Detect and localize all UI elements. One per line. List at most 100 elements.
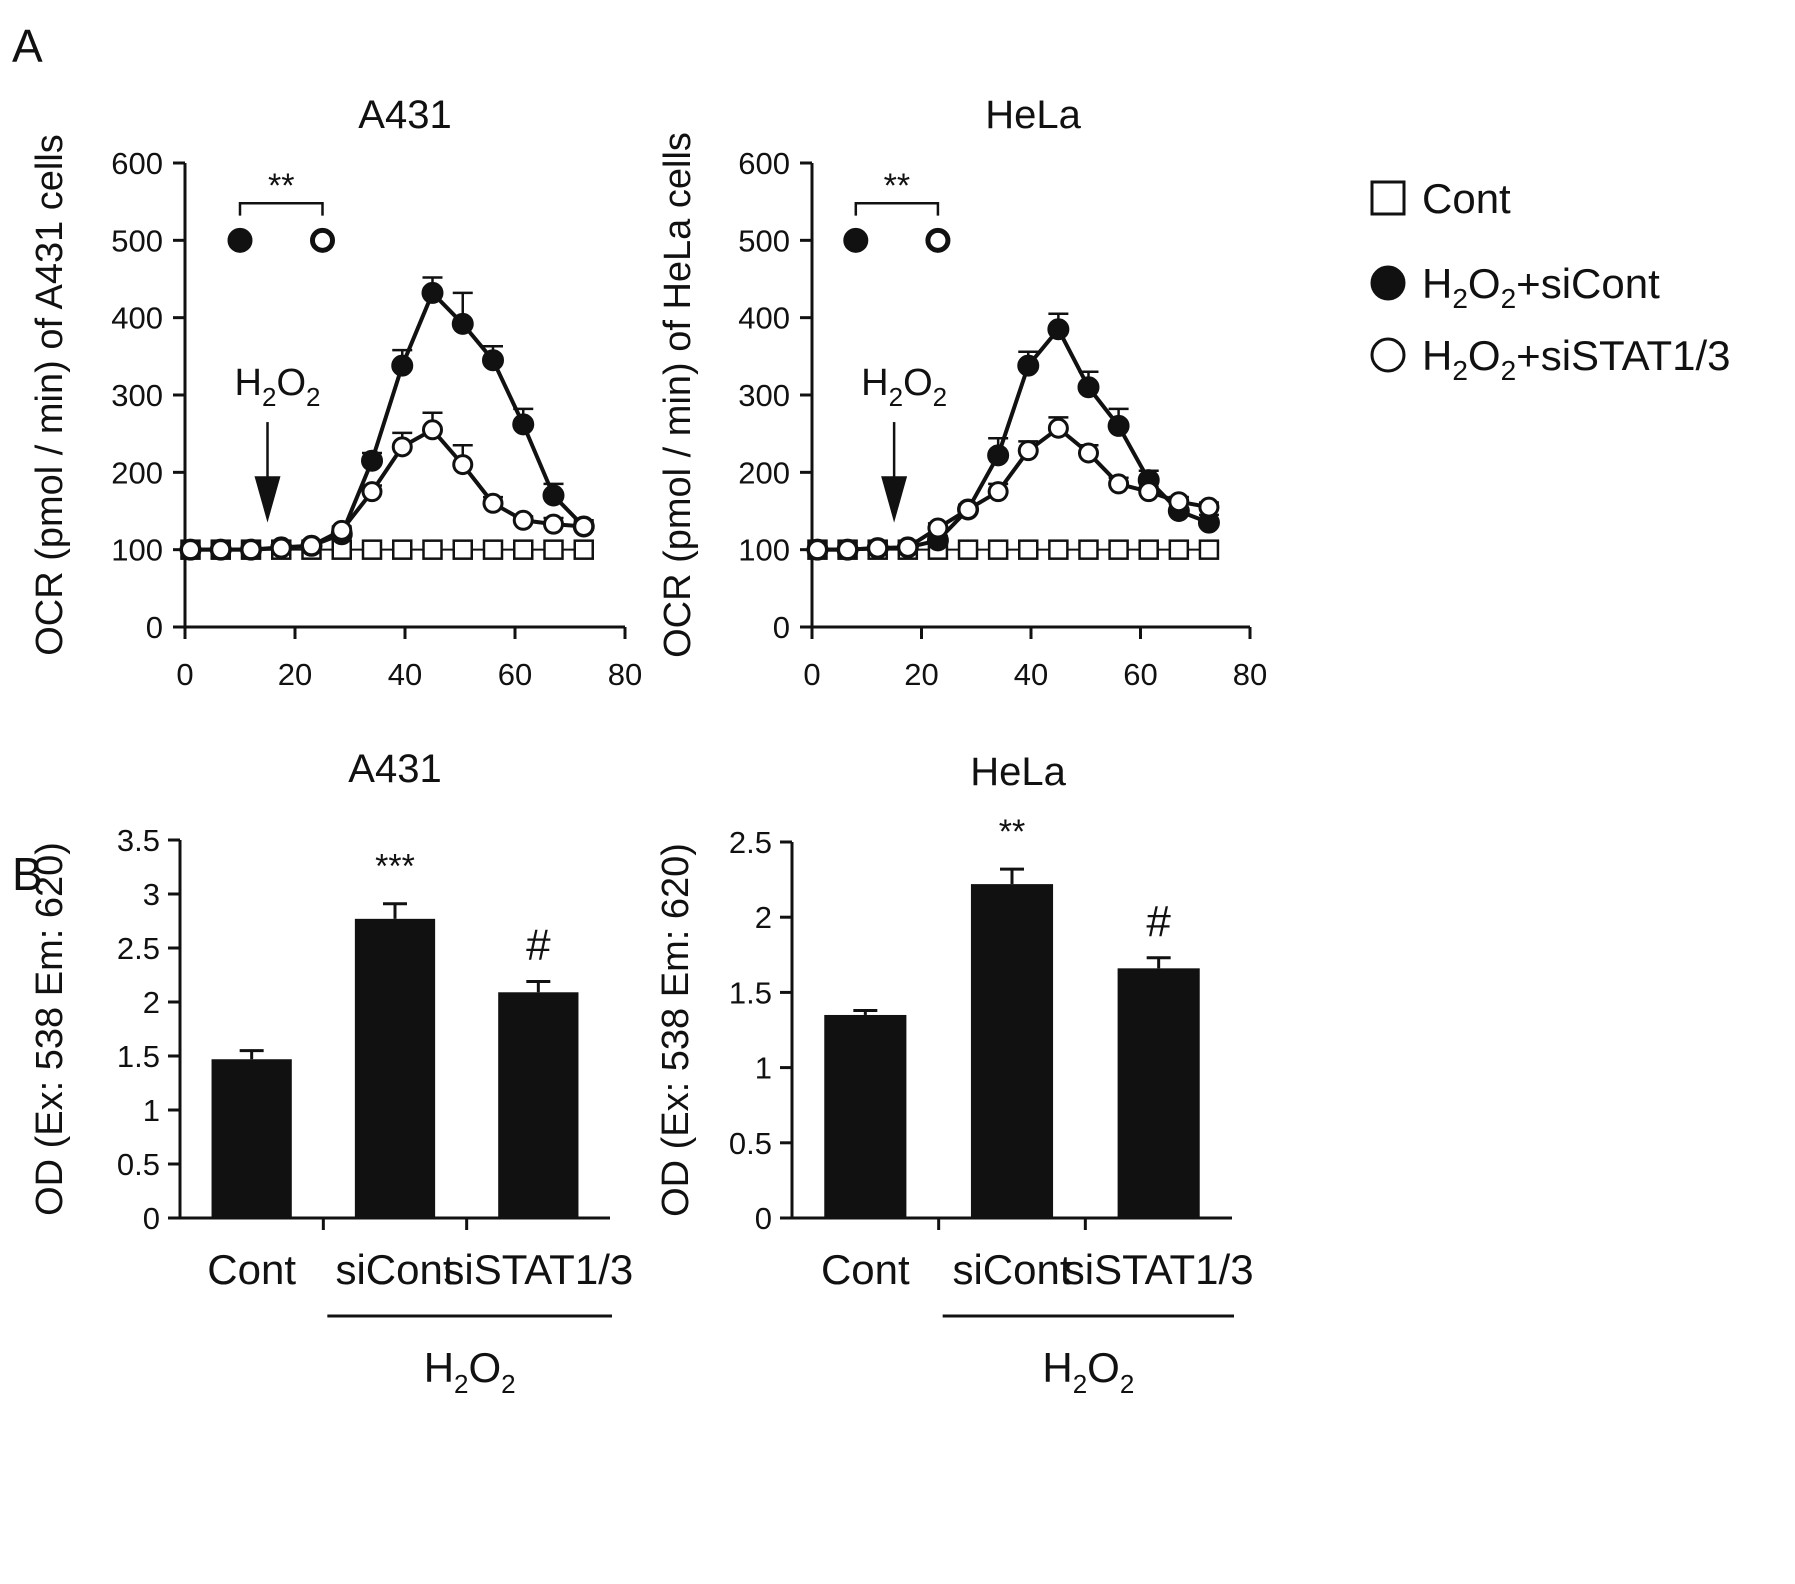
x-tick-label: 80 bbox=[1233, 657, 1267, 692]
data-point-cont bbox=[452, 539, 473, 560]
y-tick-label: 2 bbox=[755, 900, 772, 935]
legend-label-siSTAT: H2O2+siSTAT1/3 bbox=[1422, 332, 1731, 386]
series-line-2 bbox=[190, 427, 584, 552]
data-point-siSTAT bbox=[361, 481, 383, 503]
h2o2-annotation-part-1: 2 bbox=[262, 382, 276, 412]
significance-label: ** bbox=[999, 813, 1025, 851]
legend-siCont-tail: +siCont bbox=[1516, 260, 1660, 307]
y-tick-label: 300 bbox=[111, 378, 163, 413]
data-point-siSTAT bbox=[512, 509, 534, 531]
data-point-cont bbox=[957, 539, 979, 560]
y-tick-label: 600 bbox=[111, 146, 163, 181]
data-point-siCont bbox=[542, 484, 565, 507]
data-point-siSTAT bbox=[391, 436, 413, 458]
legend-label-cont: Cont bbox=[1422, 175, 1511, 222]
chart-title: A431 bbox=[358, 93, 451, 137]
bar-siCont bbox=[354, 918, 436, 1218]
h2o2-annotation-part-0: H bbox=[861, 362, 888, 404]
y-tick-label: 1 bbox=[755, 1051, 772, 1086]
bar-siSTAT1/3 bbox=[498, 992, 579, 1218]
data-point-siSTAT bbox=[1198, 496, 1220, 518]
data-point-cont bbox=[987, 539, 1009, 560]
y-tick-label: 0 bbox=[773, 610, 790, 645]
data-point-siCont bbox=[421, 281, 444, 304]
data-point-cont bbox=[392, 539, 413, 560]
data-point-siSTAT bbox=[1108, 473, 1130, 495]
y-tick-label: 0.5 bbox=[117, 1147, 160, 1182]
group-label-part-1: 2 bbox=[1073, 1369, 1087, 1399]
sig-marker-open bbox=[925, 227, 951, 253]
x-tick-label: 0 bbox=[176, 657, 193, 692]
significance-label: *** bbox=[375, 848, 415, 886]
bar-siCont bbox=[970, 884, 1054, 1218]
data-point-siCont bbox=[512, 413, 535, 436]
y-tick-label: 500 bbox=[111, 223, 163, 258]
y-tick-label: 0.5 bbox=[729, 1126, 772, 1161]
data-point-cont bbox=[1138, 539, 1159, 560]
data-point-siSTAT bbox=[1168, 491, 1190, 513]
bar-Cont bbox=[824, 1014, 907, 1218]
data-point-siCont bbox=[482, 349, 504, 372]
data-point-siSTAT bbox=[210, 539, 232, 561]
group-label-part-2: O bbox=[1087, 1344, 1120, 1391]
panel-label-a: A bbox=[12, 20, 43, 72]
data-point-siCont bbox=[987, 444, 1010, 467]
data-point-cont bbox=[513, 539, 534, 560]
data-point-siSTAT bbox=[422, 419, 443, 441]
data-point-siCont bbox=[361, 449, 383, 472]
chart-title: A431 bbox=[348, 747, 441, 791]
data-point-siSTAT bbox=[543, 513, 564, 535]
y-tick-label: 1.5 bbox=[729, 975, 772, 1010]
data-point-siSTAT bbox=[1047, 417, 1069, 439]
legend-siCont-sub1: 2 bbox=[1452, 283, 1468, 314]
group-label-part-1: 2 bbox=[454, 1369, 468, 1399]
significance-bracket bbox=[238, 201, 324, 216]
data-point-siCont bbox=[1107, 414, 1130, 437]
chart-title: HeLa bbox=[985, 93, 1081, 137]
bar-Cont bbox=[211, 1059, 292, 1218]
y-tick-label: 600 bbox=[738, 146, 790, 181]
significance-label: ** bbox=[268, 167, 294, 205]
h2o2-annotation-part-2: O bbox=[903, 362, 933, 404]
y-axis-label: OCR (pmol / min) of A431 cells bbox=[29, 134, 71, 656]
data-point-siSTAT bbox=[897, 536, 919, 558]
data-point-siSTAT bbox=[927, 517, 949, 539]
category-label: siCont bbox=[335, 1246, 454, 1293]
legend-siSTAT-tail: +siSTAT1/3 bbox=[1516, 332, 1730, 379]
data-point-cont bbox=[1048, 539, 1069, 560]
data-point-siSTAT bbox=[452, 454, 474, 476]
y-tick-label: 100 bbox=[738, 533, 790, 568]
h2o2-annotation: H2O2 bbox=[861, 362, 947, 412]
data-point-siSTAT bbox=[331, 519, 353, 541]
data-point-cont bbox=[1018, 539, 1039, 560]
group-label-part-3: 2 bbox=[501, 1369, 515, 1399]
y-tick-label: 200 bbox=[111, 455, 163, 490]
y-axis-label: OCR (pmol / min) of HeLa cells bbox=[657, 132, 699, 658]
panel-label-b: B bbox=[12, 848, 43, 900]
data-point-siSTAT bbox=[837, 539, 859, 561]
category-label: siSTAT1/3 bbox=[443, 1246, 633, 1293]
x-tick-label: 0 bbox=[803, 657, 820, 692]
data-point-cont bbox=[361, 539, 383, 560]
data-point-siCont bbox=[451, 312, 474, 335]
category-label: siCont bbox=[952, 1246, 1071, 1293]
group-label: H2O2 bbox=[424, 1344, 516, 1399]
legend-siSTAT-sub1: 2 bbox=[1452, 355, 1468, 386]
data-point-cont bbox=[1078, 539, 1099, 560]
data-point-siCont bbox=[1017, 354, 1040, 377]
legend-marker-siSTAT bbox=[1370, 337, 1406, 373]
y-tick-label: 1 bbox=[143, 1093, 160, 1128]
significance-label: # bbox=[1146, 897, 1171, 946]
category-label: Cont bbox=[821, 1246, 910, 1293]
y-tick-label: 0 bbox=[755, 1201, 772, 1236]
group-label-part-2: O bbox=[469, 1344, 502, 1391]
data-point-siSTAT bbox=[957, 498, 979, 520]
y-axis-label: OD (Ex: 538 Em: 620) bbox=[655, 843, 697, 1217]
data-point-cont bbox=[482, 539, 504, 560]
y-axis-label: OD (Ex: 538 Em: 620) bbox=[29, 842, 71, 1216]
x-tick-label: 20 bbox=[904, 657, 938, 692]
data-point-siSTAT bbox=[180, 539, 201, 561]
y-tick-label: 2 bbox=[143, 985, 160, 1020]
